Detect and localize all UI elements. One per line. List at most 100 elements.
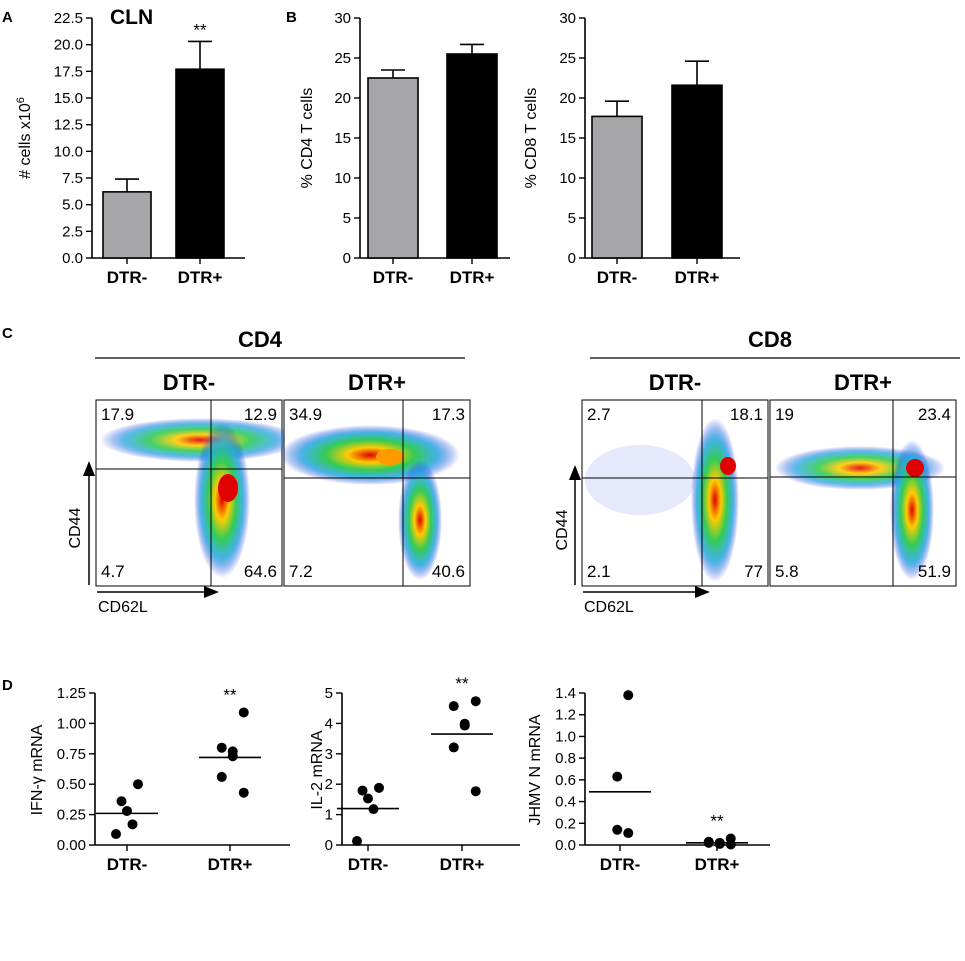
il2-mrna-chart: 0 1 2 3 4 5 DTR- DTR+ IL-2 mRNA ** xyxy=(309,674,520,874)
data-point xyxy=(227,751,238,762)
bar xyxy=(671,84,723,259)
ifn-gamma-mrna-chart: 0.00 0.25 0.50 0.75 1.00 1.25 DTR- DTR+ IFN-γ mR… xyxy=(29,685,290,874)
data-point xyxy=(714,838,725,849)
y-tick-label: 0 xyxy=(568,250,576,267)
y-tick-label: 1.00 xyxy=(57,715,86,732)
y-tick-label: 0 xyxy=(343,250,351,267)
x-category-label: DTR- xyxy=(597,268,638,287)
y-axis-label-text: # cells x10 xyxy=(17,103,34,179)
y-axis-label: % CD4 T cells xyxy=(299,88,316,189)
significance-marker: ** xyxy=(455,674,469,693)
flow-group-label: DTR+ xyxy=(834,370,892,395)
y-tick-label: 25 xyxy=(559,50,576,67)
cd4-header: CD4 xyxy=(238,327,283,352)
y-tick-label: 20 xyxy=(559,90,576,107)
y-tick-label: 5 xyxy=(568,210,576,227)
y-tick-label: 5 xyxy=(343,210,351,227)
y-tick-label: 3 xyxy=(325,746,333,763)
y-tick-label: 0 xyxy=(325,837,333,854)
quadrant-value: 2.1 xyxy=(587,562,611,581)
y-axis-label-text: IL-2 mRNA xyxy=(309,730,326,809)
panel-label-a: A xyxy=(2,9,13,26)
data-point xyxy=(448,742,459,753)
y-tick-label: 1.0 xyxy=(555,728,576,745)
cell-density-cloud xyxy=(194,422,250,578)
y-axis-label: IL-2 mRNA xyxy=(309,730,326,809)
cell-density-cloud xyxy=(398,460,442,580)
cell-density-cloud xyxy=(691,418,739,582)
data-point xyxy=(725,839,736,850)
y-tick-label: 0.4 xyxy=(555,794,576,811)
data-point xyxy=(363,793,373,804)
data-point xyxy=(459,720,470,731)
y-tick-label: 0.00 xyxy=(57,837,86,854)
flow-group-label: DTR- xyxy=(649,370,702,395)
arrow-head-icon xyxy=(569,465,581,480)
panel-label-c: C xyxy=(2,325,13,342)
y-tick-label: 10.0 xyxy=(54,143,83,160)
y-tick-label: 0.0 xyxy=(555,837,576,854)
x-category-label: DTR+ xyxy=(178,268,223,287)
significance-marker: ** xyxy=(223,685,237,704)
chart-title: CLN xyxy=(110,6,153,29)
y-tick-label: 5.0 xyxy=(62,197,83,214)
panel-label-b: B xyxy=(286,9,297,26)
y-tick-label: 20 xyxy=(334,90,351,107)
x-category-label: DTR- xyxy=(107,855,148,874)
cell-density-cloud xyxy=(100,418,300,462)
x-category-label: DTR+ xyxy=(450,268,495,287)
y-tick-label: 0.75 xyxy=(57,746,86,763)
x-category-label: DTR+ xyxy=(440,855,485,874)
y-tick-label: 30 xyxy=(334,10,351,27)
y-tick-label: 0.0 xyxy=(62,250,83,267)
quadrant-value: 23.4 xyxy=(918,405,951,424)
quadrant-value: 12.9 xyxy=(244,405,277,424)
data-point xyxy=(448,701,459,712)
y-tick-label: 10 xyxy=(334,170,351,187)
quadrant-value: 4.7 xyxy=(101,562,125,581)
y-axis-label: IFN-γ mRNA xyxy=(29,724,46,815)
y-tick-label: 12.5 xyxy=(54,117,83,134)
bar xyxy=(446,53,498,259)
quadrant-value: 34.9 xyxy=(289,405,322,424)
x-category-label: DTR- xyxy=(107,268,148,287)
cd8-percent-chart: 0 5 10 15 20 25 30 DTR- DTR+ % CD8 T cells xyxy=(523,10,740,287)
data-point xyxy=(133,779,143,790)
quadrant-value: 2.7 xyxy=(587,405,611,424)
panel-label-d: D xyxy=(2,677,13,694)
y-tick-label: 10 xyxy=(559,170,576,187)
y-tick-label: 2.5 xyxy=(62,223,83,240)
x-category-label: DTR+ xyxy=(675,268,720,287)
y-tick-label: 1 xyxy=(325,807,333,824)
flow-plot-cd4-dtr-neg: 17.9 12.9 4.7 64.6 xyxy=(95,399,300,587)
cell-density-peak xyxy=(906,459,924,477)
cd4-percent-chart: 0 5 10 15 20 25 30 DTR- DTR+ % CD4 T cells xyxy=(299,10,510,287)
quadrant-value: 64.6 xyxy=(244,562,277,581)
y-tick-label: 17.5 xyxy=(54,63,83,80)
y-tick-label: 22.5 xyxy=(54,10,83,27)
significance-marker: ** xyxy=(710,811,724,830)
y-tick-label: 0.6 xyxy=(555,772,576,789)
bar xyxy=(591,115,643,259)
arrow-head-icon xyxy=(695,586,710,598)
data-point xyxy=(111,829,121,840)
quadrant-value: 19 xyxy=(775,405,794,424)
flow-plot-cd4-dtr-pos: 34.9 17.3 7.2 40.6 xyxy=(280,399,471,587)
bar xyxy=(102,191,152,259)
cd62l-axis-label: CD62L xyxy=(584,599,634,616)
x-category-label: DTR- xyxy=(600,855,641,874)
cell-density-peak xyxy=(376,449,404,465)
quadrant-value: 5.8 xyxy=(775,562,799,581)
cell-density-peak xyxy=(218,474,238,502)
arrow-head-icon xyxy=(204,586,219,598)
y-tick-label: 2 xyxy=(325,776,333,793)
cd44-axis-label: CD44 xyxy=(554,509,571,550)
y-axis-label-superscript: 6 xyxy=(15,97,27,103)
y-axis-label-text: % CD4 T cells xyxy=(299,88,316,189)
significance-marker: ** xyxy=(193,20,207,39)
y-tick-label: 25 xyxy=(334,50,351,67)
quadrant-value: 51.9 xyxy=(918,562,951,581)
y-tick-label: 20.0 xyxy=(54,37,83,54)
x-category-label: DTR- xyxy=(348,855,389,874)
flow-plot-cd8-dtr-neg: 2.7 18.1 2.1 77 xyxy=(581,399,769,587)
